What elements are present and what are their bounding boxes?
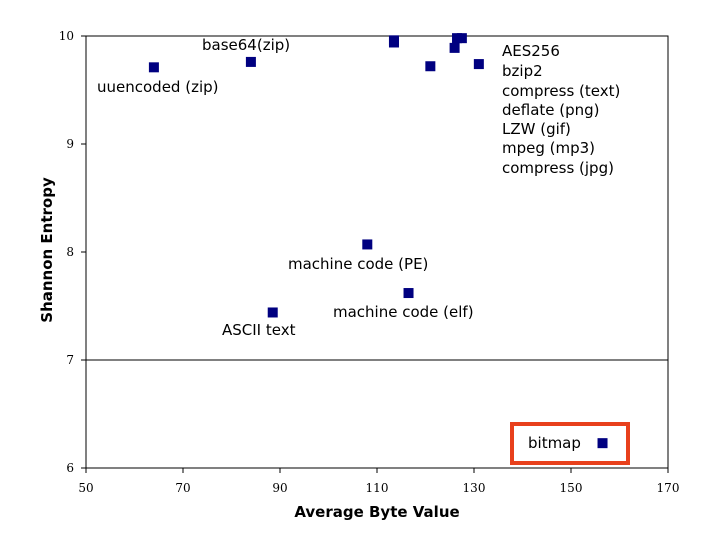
annotation-machine-code-pe: machine code (PE) bbox=[288, 255, 428, 273]
annotation-ascii-text: ASCII text bbox=[222, 321, 296, 339]
annotation-lzw-gif: LZW (gif) bbox=[502, 120, 571, 138]
data-point bbox=[597, 438, 608, 449]
data-point bbox=[388, 37, 399, 48]
y-tick-label: 6 bbox=[66, 461, 74, 475]
y-tick-label: 7 bbox=[66, 353, 74, 367]
data-point bbox=[148, 62, 159, 73]
x-tick-label: 50 bbox=[78, 481, 93, 495]
data-point bbox=[267, 307, 278, 318]
y-tick-label: 8 bbox=[66, 245, 74, 259]
data-point bbox=[473, 59, 484, 70]
x-tick-label: 170 bbox=[657, 481, 680, 495]
data-points bbox=[148, 33, 608, 449]
x-tick-label: 110 bbox=[366, 481, 389, 495]
data-point bbox=[425, 61, 436, 72]
annotation-aes256: AES256 bbox=[502, 42, 560, 60]
y-axis-ticks: 6 7 8 9 10 bbox=[59, 29, 86, 475]
bitmap-highlight-box bbox=[510, 422, 630, 465]
x-axis-ticks: 50 70 90 110 130 150 170 bbox=[78, 468, 679, 495]
annotation-bzip2: bzip2 bbox=[502, 62, 543, 80]
data-point bbox=[403, 288, 414, 299]
data-point bbox=[456, 33, 467, 44]
annotation-bitmap: bitmap bbox=[528, 434, 581, 452]
annotations: base64(zip) uuencoded (zip) AES256 bzip2… bbox=[97, 36, 620, 339]
data-point bbox=[245, 56, 256, 67]
y-tick-label: 9 bbox=[66, 137, 74, 151]
annotation-machine-code-elf: machine code (elf) bbox=[333, 303, 474, 321]
data-point bbox=[362, 239, 373, 250]
annotation-base64-zip: base64(zip) bbox=[202, 36, 290, 54]
y-axis-title: Shannon Entropy bbox=[38, 177, 56, 323]
annotation-compress-text: compress (text) bbox=[502, 82, 620, 100]
y-tick-label: 10 bbox=[59, 29, 74, 43]
x-tick-label: 150 bbox=[560, 481, 583, 495]
plot-area bbox=[85, 35, 669, 469]
annotation-uuencoded-zip: uuencoded (zip) bbox=[97, 78, 218, 96]
annotation-deflate-png: deflate (png) bbox=[502, 101, 600, 119]
data-point bbox=[449, 42, 460, 53]
x-tick-label: 130 bbox=[463, 481, 486, 495]
x-tick-label: 70 bbox=[175, 481, 190, 495]
x-axis-title: Average Byte Value bbox=[294, 503, 459, 521]
annotation-compress-jpg: compress (jpg) bbox=[502, 159, 614, 177]
annotation-mpeg-mp3: mpeg (mp3) bbox=[502, 139, 595, 157]
x-tick-label: 90 bbox=[272, 481, 287, 495]
